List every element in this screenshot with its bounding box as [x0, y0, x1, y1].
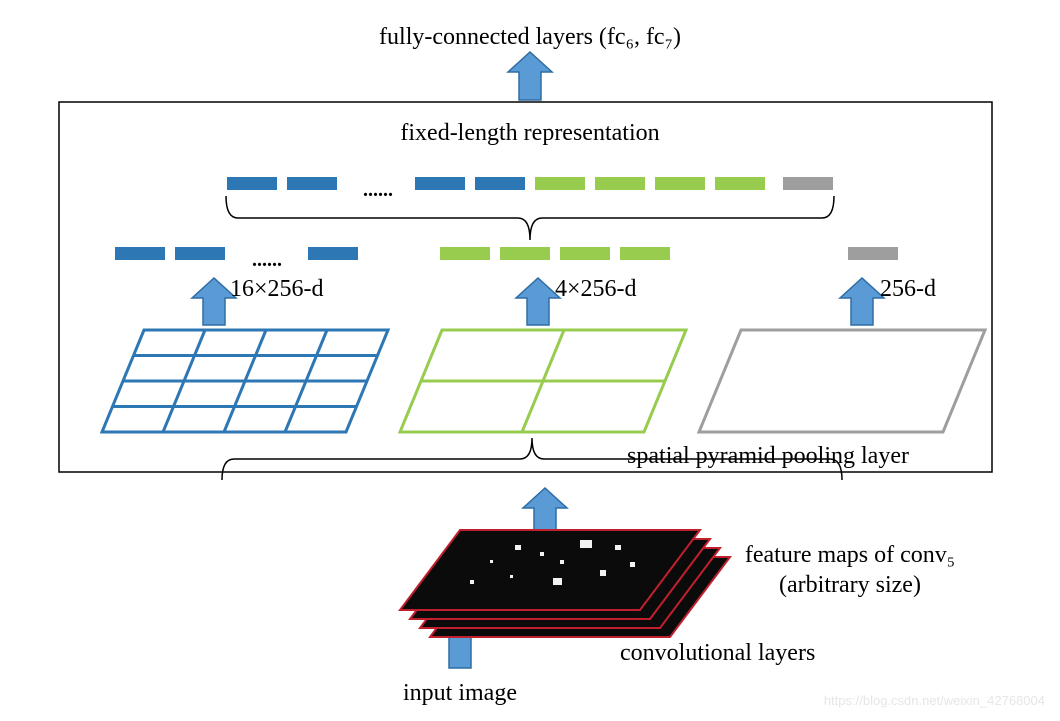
label-feat2: (arbitrary size) — [779, 572, 921, 598]
label-256d: 256-d — [880, 276, 936, 302]
grid-1x1 — [699, 330, 985, 432]
label-spp: spatial pyramid pooling layer — [627, 443, 909, 469]
label-conv: convolutional layers — [620, 640, 815, 666]
arrow-from-grid-gray — [840, 278, 884, 325]
ellipsis-mid: ...... — [252, 249, 282, 271]
arrow-to-fc — [508, 52, 552, 100]
feature-speck — [490, 560, 493, 563]
vector-segment-green — [500, 247, 550, 260]
feature-speck — [515, 545, 521, 550]
label-4x256d: 4×256-d — [555, 276, 637, 302]
vector-segment-blue — [115, 247, 165, 260]
vector-segment — [475, 177, 525, 190]
vector-segment — [415, 177, 465, 190]
feature-speck — [600, 570, 606, 576]
vector-segment — [715, 177, 765, 190]
feature-speck — [630, 562, 635, 567]
vector-segment — [655, 177, 705, 190]
feature-speck — [540, 552, 544, 556]
vector-segment-gray — [848, 247, 898, 260]
diagram-canvas: ............ fully-connected layers (fc₆,… — [0, 0, 1060, 716]
vector-segment — [783, 177, 833, 190]
vector-segment — [227, 177, 277, 190]
feature-speck — [615, 545, 621, 550]
label-16x256d: 16×256-d — [230, 276, 324, 302]
vector-segment — [287, 177, 337, 190]
label-feat1: feature maps of conv₅ — [745, 542, 955, 568]
vector-segment-green — [620, 247, 670, 260]
label-fixed: fixed-length representation — [400, 120, 659, 146]
feature-speck — [553, 578, 562, 585]
label-fc: fully-connected layers (fc₆, fc₇) — [379, 24, 681, 50]
ellipsis-top: ...... — [363, 179, 393, 201]
vector-segment — [595, 177, 645, 190]
vector-segment — [535, 177, 585, 190]
vector-segment-blue — [308, 247, 358, 260]
vector-segment-blue — [175, 247, 225, 260]
feature-speck — [470, 580, 474, 584]
feature-speck — [580, 540, 592, 548]
arrow-from-grid-green — [516, 278, 560, 325]
label-input: input image — [403, 680, 517, 706]
vector-segment-green — [440, 247, 490, 260]
feature-speck — [510, 575, 513, 578]
brace-top — [226, 196, 834, 240]
watermark: https://blog.csdn.net/weixin_42768004 — [824, 693, 1045, 708]
feature-speck — [560, 560, 564, 564]
vector-segment-green — [560, 247, 610, 260]
